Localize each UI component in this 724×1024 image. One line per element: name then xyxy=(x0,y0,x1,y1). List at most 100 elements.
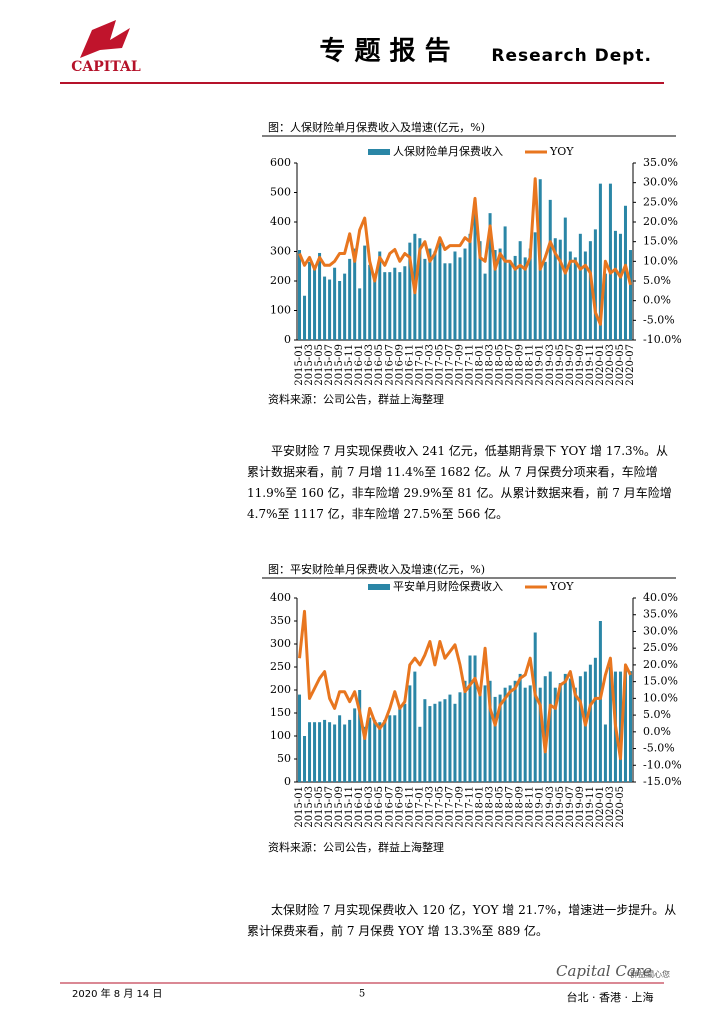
footer-brand-cn: 群益關心您 xyxy=(630,969,670,979)
x-tick-label: 2017-05 xyxy=(434,786,445,828)
y2-tick-label: -10.0% xyxy=(643,333,682,346)
legend-swatch xyxy=(368,149,390,155)
bar xyxy=(533,232,537,340)
legend-label: 人保财险单月保费收入 xyxy=(393,144,503,158)
bar xyxy=(618,671,622,782)
bar xyxy=(493,696,497,782)
bar xyxy=(448,263,452,340)
bar xyxy=(558,239,562,340)
footer-date: 2020 年 8 月 14 日 xyxy=(72,987,162,1000)
x-tick-label: 2017-01 xyxy=(414,786,425,828)
bar xyxy=(388,715,392,782)
y2-tick-label: 25.0% xyxy=(643,195,678,208)
y-tick-label: 0 xyxy=(284,775,291,788)
x-tick-label: 2020-01 xyxy=(595,786,606,828)
bar xyxy=(323,276,327,340)
bar xyxy=(478,694,482,782)
bar xyxy=(393,715,397,782)
bar xyxy=(623,669,627,782)
bar xyxy=(418,726,422,782)
bar xyxy=(523,687,527,782)
y2-tick-label: 15.0% xyxy=(643,235,678,248)
x-tick-label: 2015-07 xyxy=(324,344,335,386)
bar xyxy=(498,694,502,782)
x-tick-label: 2016-01 xyxy=(354,786,365,828)
y-tick-label: 0 xyxy=(284,333,291,346)
bar xyxy=(538,687,542,782)
legend-swatch xyxy=(368,584,390,590)
bar xyxy=(338,715,342,782)
x-tick-label: 2019-03 xyxy=(545,786,556,828)
x-tick-label: 2019-01 xyxy=(535,344,546,386)
y-tick-label: 300 xyxy=(270,637,291,650)
bar xyxy=(613,230,617,340)
bar xyxy=(513,680,517,782)
y2-tick-label: 0.0% xyxy=(643,294,671,307)
x-tick-label: 2019-07 xyxy=(565,786,576,828)
x-tick-label: 2016-11 xyxy=(404,786,415,828)
bar xyxy=(423,699,427,782)
y-tick-label: 200 xyxy=(270,683,291,696)
x-tick-label: 2016-03 xyxy=(364,344,375,386)
bar xyxy=(343,724,347,782)
bar xyxy=(358,288,362,340)
x-tick-label: 2018-01 xyxy=(475,344,486,386)
x-tick-label: 2016-05 xyxy=(374,786,385,828)
bar xyxy=(608,667,612,782)
x-tick-label: 2016-09 xyxy=(394,344,405,386)
bar xyxy=(588,241,592,340)
legend-label: 平安单月财险保费收入 xyxy=(393,579,503,593)
x-tick-label: 2017-07 xyxy=(444,344,455,386)
x-tick-label: 2016-03 xyxy=(364,786,375,828)
bar xyxy=(518,673,522,782)
bar xyxy=(578,233,582,340)
footer-page: 5 xyxy=(359,989,365,1000)
bar xyxy=(553,687,557,782)
bar xyxy=(468,233,472,340)
paragraph: 太保财险 7 月实现保费收入 120 亿，YOY 增 21.7%，增速进一步提升… xyxy=(247,903,677,938)
bar xyxy=(473,213,477,340)
x-tick-label: 2017-11 xyxy=(465,344,476,386)
bar xyxy=(508,261,512,340)
x-tick-label: 2019-09 xyxy=(575,344,586,386)
x-tick-label: 2016-05 xyxy=(374,344,385,386)
bar xyxy=(443,699,447,782)
bar xyxy=(478,241,482,340)
chart-source: 资料来源：公司公告，群益上海整理 xyxy=(268,840,444,854)
logo-text: CAPITAL xyxy=(71,59,141,75)
y2-tick-label: 5.0% xyxy=(643,274,671,287)
line-series xyxy=(298,177,632,326)
bar xyxy=(548,199,552,340)
y2-tick-label: -10.0% xyxy=(643,758,682,771)
bar xyxy=(453,703,457,782)
bar xyxy=(438,701,442,782)
header-dept: Research Dept. xyxy=(491,46,652,66)
x-tick-label: 2015-09 xyxy=(334,786,345,828)
x-tick-label: 2017-05 xyxy=(434,344,445,386)
x-tick-label: 2019-01 xyxy=(535,786,546,828)
bar xyxy=(618,233,622,340)
bar xyxy=(483,273,487,340)
y-tick-label: 100 xyxy=(270,304,291,317)
x-tick-label: 2018-05 xyxy=(495,344,506,386)
x-tick-label: 2016-07 xyxy=(384,786,395,828)
y-tick-label: 400 xyxy=(270,215,291,228)
bar xyxy=(543,261,547,340)
x-tick-label: 2018-11 xyxy=(525,786,536,828)
bar xyxy=(378,251,382,340)
y2-tick-label: -5.0% xyxy=(643,313,675,326)
y2-tick-label: 35.0% xyxy=(643,608,678,621)
bar xyxy=(403,703,407,782)
bar xyxy=(348,719,352,782)
bar xyxy=(468,655,472,782)
x-tick-label: 2015-03 xyxy=(304,344,315,386)
bar xyxy=(593,657,597,782)
x-tick-label: 2019-07 xyxy=(565,344,576,386)
bar xyxy=(533,632,537,782)
bar xyxy=(418,238,422,340)
bar xyxy=(563,673,567,782)
bar xyxy=(583,671,587,782)
y2-tick-label: 10.0% xyxy=(643,691,678,704)
x-tick-label: 2017-03 xyxy=(424,344,435,386)
y2-tick-label: 15.0% xyxy=(643,675,678,688)
